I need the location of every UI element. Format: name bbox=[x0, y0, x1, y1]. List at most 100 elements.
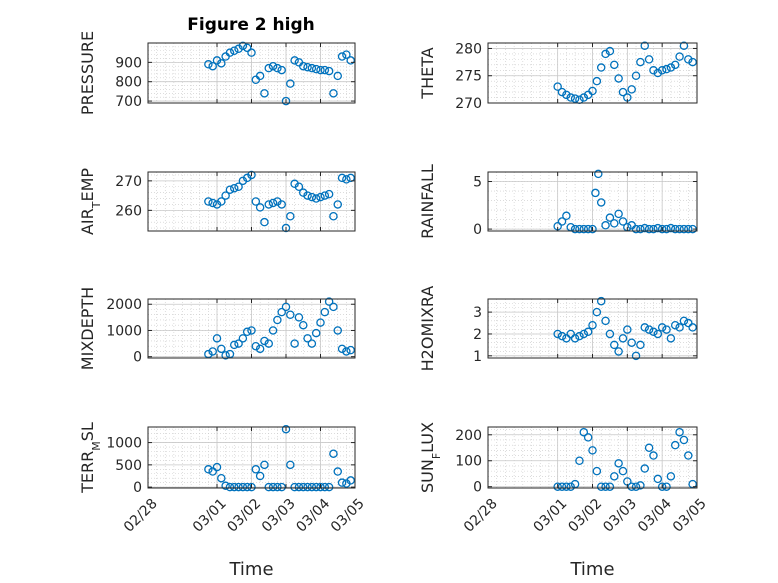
data-point bbox=[324, 482, 334, 492]
y-tick-label: 1000 bbox=[106, 323, 142, 339]
data-point bbox=[557, 331, 567, 341]
data-point bbox=[675, 427, 684, 437]
data-point bbox=[251, 341, 261, 351]
data-point bbox=[592, 76, 602, 86]
data-point bbox=[298, 482, 308, 492]
subplot-h2omixra: 1 2 3 H2OMIXRA bbox=[418, 286, 698, 372]
data-point bbox=[610, 60, 619, 70]
ylabel-part: EMP bbox=[78, 168, 97, 202]
data-point bbox=[234, 482, 243, 492]
data-point bbox=[657, 323, 667, 332]
data-point bbox=[596, 296, 606, 306]
data-point bbox=[273, 315, 282, 325]
data-point bbox=[298, 320, 308, 330]
y-tick-label: 200 bbox=[455, 428, 482, 444]
data-point bbox=[631, 351, 641, 361]
data-point bbox=[627, 482, 636, 491]
data-point bbox=[264, 339, 273, 348]
data-point bbox=[631, 224, 641, 234]
data-point bbox=[636, 481, 645, 490]
data-point bbox=[649, 224, 658, 234]
data-point bbox=[277, 200, 286, 209]
y-axis-label: PRESSURE bbox=[78, 31, 97, 115]
data-point bbox=[679, 41, 689, 50]
data-point bbox=[662, 325, 671, 334]
y-tick-label: 3 bbox=[473, 305, 482, 321]
data-point bbox=[264, 482, 273, 492]
data-point bbox=[208, 198, 217, 208]
data-point bbox=[268, 198, 278, 208]
data-point bbox=[605, 213, 615, 222]
data-point bbox=[204, 465, 213, 474]
data-point bbox=[653, 329, 663, 339]
y-axis-label: THETA bbox=[418, 47, 437, 99]
data-point bbox=[277, 482, 286, 492]
ylabel-part: SUN bbox=[418, 459, 437, 493]
data-point bbox=[324, 66, 334, 76]
data-point bbox=[636, 224, 645, 234]
data-point bbox=[614, 459, 623, 468]
data-point bbox=[666, 472, 676, 481]
data-point bbox=[208, 347, 217, 356]
y-axis-label: H2OMIXRA bbox=[418, 286, 437, 372]
data-point bbox=[562, 334, 571, 343]
data-point bbox=[320, 65, 330, 75]
data-point bbox=[601, 49, 610, 59]
data-point bbox=[579, 329, 589, 339]
data-point bbox=[601, 221, 610, 230]
data-point bbox=[596, 482, 606, 491]
data-point bbox=[610, 340, 619, 350]
data-point bbox=[566, 93, 575, 102]
data-point bbox=[618, 466, 628, 476]
data-point bbox=[307, 63, 317, 73]
data-point bbox=[644, 443, 654, 453]
data-point bbox=[303, 62, 312, 72]
data-point bbox=[601, 482, 610, 491]
subplot-air_temp: 260 270 AIRTEMP bbox=[78, 168, 356, 235]
data-point bbox=[281, 223, 291, 233]
data-point bbox=[579, 93, 589, 102]
subplot-mixdepth: 0 1000 2000 MIXDEPTH bbox=[78, 287, 356, 370]
data-point bbox=[311, 482, 321, 492]
subplot-pressure: 700 800 900 PRESSURE bbox=[78, 31, 356, 115]
y-tick-label: 700 bbox=[115, 94, 142, 110]
data-point bbox=[316, 65, 325, 75]
data-point bbox=[342, 50, 351, 59]
data-point bbox=[311, 194, 321, 203]
data-point bbox=[684, 451, 693, 460]
data-point bbox=[653, 68, 663, 78]
data-point bbox=[286, 211, 295, 221]
data-point bbox=[311, 328, 321, 338]
y-axis-label: AIRTEMP bbox=[78, 168, 103, 235]
data-point bbox=[644, 325, 654, 334]
data-point bbox=[247, 170, 256, 180]
data-point bbox=[653, 474, 663, 484]
data-point bbox=[281, 424, 291, 434]
data-point bbox=[670, 224, 680, 234]
data-point bbox=[666, 223, 676, 233]
data-point bbox=[238, 482, 248, 492]
data-point bbox=[294, 313, 304, 322]
data-point bbox=[614, 209, 623, 219]
data-point bbox=[238, 41, 248, 51]
data-point bbox=[605, 482, 615, 491]
y-tick-label: 280 bbox=[455, 41, 482, 57]
data-point bbox=[588, 86, 597, 96]
data-point bbox=[337, 344, 347, 354]
data-point bbox=[281, 302, 291, 312]
ylabel-part: LUX bbox=[418, 422, 437, 453]
x-axis-label: Time bbox=[569, 559, 614, 580]
y-axis-label: SUNFLUX bbox=[418, 422, 443, 493]
data-point bbox=[553, 329, 562, 339]
data-point bbox=[221, 191, 230, 200]
data-point bbox=[260, 217, 269, 227]
data-point bbox=[255, 471, 265, 481]
data-point bbox=[281, 96, 291, 106]
ylabel-subscript: M bbox=[90, 441, 103, 451]
data-point bbox=[588, 224, 597, 234]
data-point bbox=[666, 334, 676, 343]
data-point bbox=[316, 192, 325, 202]
data-point bbox=[592, 466, 602, 476]
data-point bbox=[346, 56, 355, 65]
data-point bbox=[303, 334, 312, 343]
